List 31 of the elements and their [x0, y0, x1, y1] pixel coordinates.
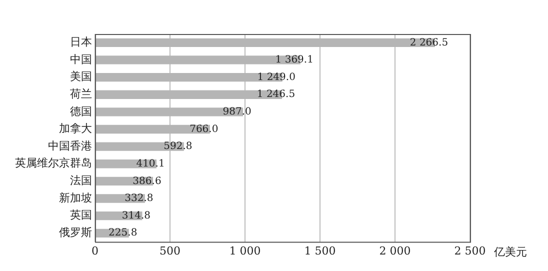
- y-tick-label: 日本: [70, 36, 92, 49]
- y-tick-label: 新加坡: [59, 191, 92, 204]
- y-tick-label: 加拿大: [59, 122, 92, 136]
- data-label: 225.8: [108, 228, 138, 239]
- data-label: 1 249.0: [257, 72, 296, 83]
- y-tick-label: 英属维尔京群岛: [15, 156, 92, 170]
- y-tick-label: 中国香港: [48, 139, 92, 152]
- x-tick-label: 1 500: [304, 244, 336, 258]
- data-label: 2 266.5: [410, 37, 448, 48]
- data-label: 1 246.5: [256, 89, 296, 100]
- x-tick-label: 2 000: [379, 244, 411, 258]
- x-axis-title: 亿美元: [493, 246, 527, 259]
- y-tick-label: 俄罗斯: [59, 226, 92, 239]
- data-label: 332.8: [124, 193, 154, 204]
- data-label: 386.6: [132, 176, 162, 187]
- y-tick-label: 德国: [70, 104, 92, 118]
- data-label: 410.1: [136, 158, 165, 170]
- data-label: 314.8: [122, 210, 151, 222]
- x-tick-label: 500: [160, 244, 180, 258]
- y-tick-label: 美国: [70, 70, 92, 84]
- y-tick-label: 英国: [70, 208, 92, 222]
- data-label: 987.0: [222, 106, 252, 118]
- data-label: 766.0: [190, 124, 218, 135]
- x-tick-label: 1 000: [229, 244, 261, 258]
- y-tick-label: 中国: [70, 52, 92, 66]
- data-label: 592.8: [164, 141, 192, 152]
- y-tick-label: 法国: [70, 174, 92, 188]
- x-tick-label: 0: [92, 244, 98, 258]
- y-tick-label: 荷兰: [70, 87, 92, 100]
- x-tick-label: 2 500: [454, 244, 486, 258]
- data-label: 1 369.1: [275, 54, 314, 66]
